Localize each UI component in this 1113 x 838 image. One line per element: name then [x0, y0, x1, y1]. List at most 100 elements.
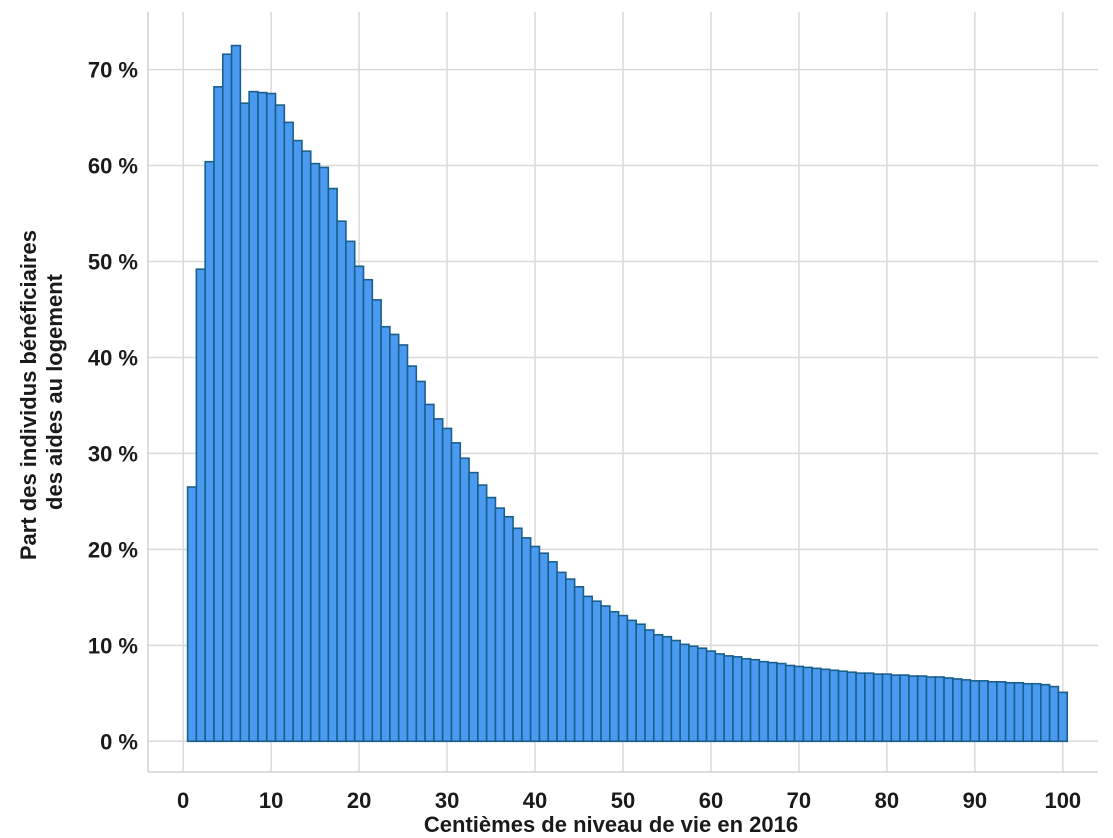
- y-tick-label: 50 %: [88, 249, 138, 274]
- bar-centile-42: [547, 561, 558, 743]
- bar-centile-35: [485, 496, 497, 743]
- bar-centile-61: [714, 653, 725, 743]
- bar-centile-23: [380, 325, 391, 743]
- bar-centile-33: [468, 471, 479, 743]
- bar-centile-52: [635, 623, 646, 743]
- bar-centile-11: [274, 104, 286, 743]
- bar-centile-70: [793, 665, 805, 743]
- bar-centile-21: [362, 278, 374, 743]
- bar-centile-75: [837, 670, 849, 743]
- x-tick-label: 80: [875, 788, 899, 813]
- bar-centile-96: [1022, 682, 1033, 743]
- bar-centile-3: [204, 160, 215, 743]
- bar-centile-82: [899, 674, 910, 743]
- bar-centile-26: [406, 365, 418, 743]
- bar-centile-59: [696, 647, 708, 743]
- bar-centile-77: [855, 672, 866, 743]
- bar-centile-19: [345, 240, 356, 743]
- bar-centile-55: [661, 635, 673, 743]
- bar-centile-6: [230, 44, 242, 743]
- bar-centile-15: [309, 162, 321, 743]
- y-tick-label: 30 %: [88, 441, 138, 466]
- y-tick-label: 40 %: [88, 345, 138, 370]
- bar-centile-67: [767, 661, 778, 743]
- bar-centile-40: [529, 545, 541, 743]
- x-tick-label: 70: [787, 788, 811, 813]
- bar-centile-74: [828, 669, 840, 743]
- bar-centile-20: [353, 265, 365, 743]
- bar-centile-32: [459, 457, 470, 743]
- bar-centile-53: [644, 629, 655, 743]
- bar-centile-1: [186, 486, 198, 743]
- bar-centile-54: [652, 633, 664, 743]
- bar-centile-50: [617, 614, 629, 743]
- x-tick-label: 30: [435, 788, 459, 813]
- bar-centile-2: [195, 268, 206, 743]
- bar-centile-63: [732, 656, 743, 743]
- y-tick-label: 60 %: [88, 154, 138, 179]
- bar-centile-47: [591, 600, 602, 743]
- bar-centile-69: [784, 664, 796, 743]
- bar-centile-94: [1004, 681, 1016, 743]
- y-tick-label: 10 %: [88, 633, 138, 658]
- bar-centile-7: [239, 102, 250, 743]
- bar-centile-99: [1048, 685, 1060, 743]
- bar-centile-76: [846, 671, 857, 743]
- bar-centile-87: [943, 677, 954, 743]
- bar-centile-34: [477, 484, 488, 743]
- bar-centile-28: [424, 403, 435, 743]
- bar-centile-39: [521, 537, 532, 743]
- y-axis-label-line-1: Part des individus bénéficiaires: [16, 230, 41, 560]
- bar-centile-85: [925, 676, 937, 743]
- bar-centile-51: [626, 619, 637, 743]
- bar-centile-10: [265, 92, 277, 743]
- bar-centile-44: [565, 578, 576, 743]
- bar-centile-8: [248, 90, 259, 743]
- bar-centile-18: [336, 220, 347, 743]
- bar-centile-14: [301, 150, 312, 743]
- bar-centile-22: [371, 299, 382, 743]
- bar-centile-66: [758, 660, 769, 743]
- bar-centile-36: [494, 507, 506, 743]
- bar-centile-38: [512, 527, 523, 743]
- bar-centile-17: [327, 187, 338, 743]
- bar-centile-68: [776, 662, 787, 743]
- bar-centile-64: [740, 657, 752, 743]
- bar-centile-29: [433, 418, 444, 743]
- bar-centile-83: [908, 675, 919, 743]
- bar-centile-5: [221, 53, 233, 743]
- bar-centile-79: [872, 673, 884, 743]
- bar-centile-9: [257, 91, 268, 743]
- y-axis-label-line-2: des aides au logement: [42, 273, 67, 510]
- bar-centile-98: [1040, 683, 1051, 743]
- bar-centile-41: [538, 552, 550, 743]
- bar-centile-62: [723, 655, 734, 743]
- bar-centile-16: [318, 166, 330, 743]
- bar-centile-45: [573, 585, 585, 743]
- bar-centile-37: [503, 515, 514, 743]
- bar-centile-58: [688, 645, 699, 743]
- bar-centile-84: [916, 675, 928, 743]
- x-axis-label: Centièmes de niveau de vie en 2016: [424, 812, 798, 837]
- bar-centile-27: [415, 380, 426, 743]
- y-axis-label: Part des individus bénéficiaires des aid…: [16, 224, 67, 560]
- bar-centile-43: [556, 571, 567, 743]
- x-tick-label: 100: [1044, 788, 1081, 813]
- bar-centile-93: [996, 680, 1007, 743]
- bar-centile-80: [881, 673, 893, 743]
- bar-centile-72: [811, 667, 822, 743]
- bar-centile-78: [864, 672, 875, 743]
- bar-centile-71: [802, 666, 813, 743]
- x-tick-label: 20: [347, 788, 371, 813]
- bar-centile-90: [969, 680, 981, 743]
- bar-centile-46: [582, 595, 594, 743]
- bar-centile-91: [978, 680, 989, 743]
- bar-centile-31: [450, 442, 462, 743]
- bar-centile-73: [820, 668, 831, 743]
- tick-labels: 0 10 20 30 40 50 60 70 80 90 100 0 % 10 % 20 % 30 % 40 …: [88, 58, 1081, 813]
- y-tick-label: 20 %: [88, 537, 138, 562]
- axes: [147, 12, 1098, 773]
- x-tick-label: 0: [177, 788, 189, 813]
- x-tick-label: 50: [611, 788, 635, 813]
